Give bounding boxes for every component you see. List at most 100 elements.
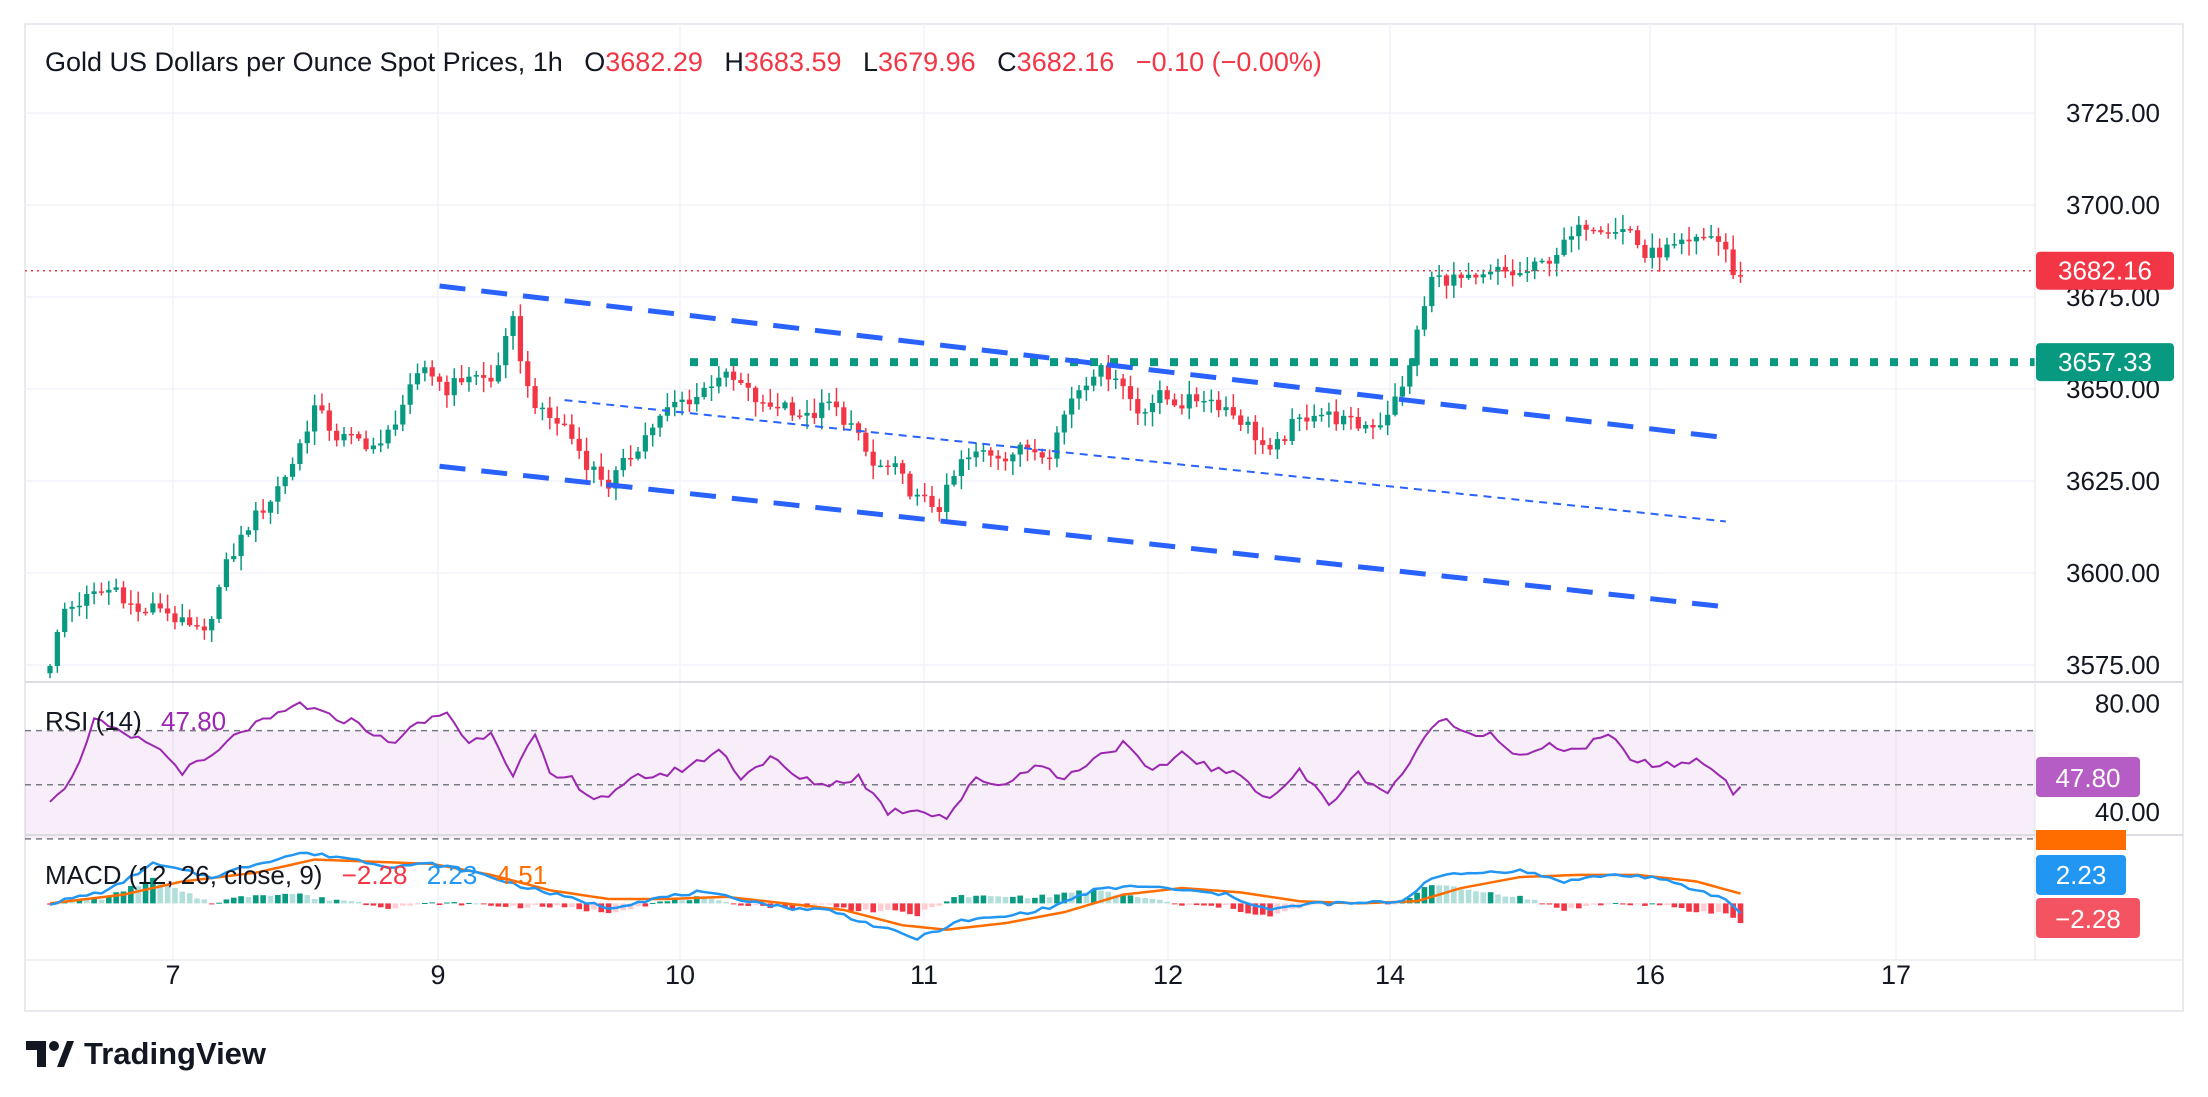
candle-body	[1657, 247, 1663, 258]
macd-histogram-bar	[1723, 903, 1729, 914]
macd-histogram-bar	[341, 900, 347, 904]
candle-body	[929, 495, 935, 507]
candle-body	[892, 463, 898, 467]
macd-histogram-bar	[686, 900, 693, 904]
support-price-tag: 3657.33	[2036, 343, 2174, 382]
rsi-panel	[25, 701, 2035, 840]
macd-histogram-bar	[1046, 897, 1053, 904]
candles	[25, 214, 2035, 679]
candle-body	[47, 665, 53, 674]
candle-body	[319, 405, 325, 411]
macd-histogram-bar	[128, 886, 134, 904]
candle-body	[716, 377, 722, 387]
candle-body	[701, 387, 707, 398]
macd-histogram-bar	[355, 901, 362, 904]
candle-body	[885, 465, 891, 468]
last-price-label: 3682.16	[2058, 256, 2152, 286]
candle-body	[1282, 439, 1288, 441]
candle-body	[1671, 244, 1677, 246]
candle-body	[260, 510, 266, 513]
macd-histogram-bar	[245, 897, 252, 904]
macd-histogram-bar	[1605, 903, 1611, 905]
candle-body	[341, 433, 347, 441]
candle-body	[569, 424, 575, 439]
macd-histogram-bar	[319, 897, 325, 904]
macd-histogram-bar	[1311, 903, 1317, 905]
macd-histogram-bar	[1245, 903, 1251, 914]
candle-body	[620, 458, 626, 471]
candle-body	[819, 402, 825, 419]
macd-histogram-bar	[1237, 903, 1244, 912]
macd-histogram-bar	[1142, 898, 1148, 904]
candle-body	[348, 433, 354, 436]
macd-histogram-bar	[649, 902, 656, 904]
time-tick-label: 7	[165, 960, 180, 990]
candle-body	[1627, 229, 1633, 231]
macd-histogram-bar	[907, 903, 913, 915]
tradingview-logo[interactable]: TradingView	[26, 1036, 266, 1072]
candle-body	[1730, 249, 1736, 276]
candle-body	[1171, 399, 1178, 406]
close-value: 3682.16	[1017, 47, 1115, 77]
candle-body	[1701, 236, 1707, 239]
candle-body	[1436, 275, 1442, 277]
candle-body	[165, 608, 171, 614]
macd-histogram-bar	[1598, 903, 1604, 906]
macd-histogram-bar	[532, 903, 538, 905]
macd-histogram-bar	[363, 903, 369, 906]
macd-histogram-bar	[583, 903, 590, 912]
candle-body	[267, 501, 274, 513]
chart-title: Gold US Dollars per Ounce Spot Prices, 1…	[45, 47, 1322, 77]
candle-body	[304, 431, 310, 444]
macd-histogram-bar	[1002, 896, 1009, 904]
candle-body	[1451, 274, 1457, 286]
macd-histogram-bar	[1186, 903, 1193, 905]
macd-histogram-bar	[1252, 903, 1259, 915]
candle-body	[657, 415, 663, 428]
candle-body	[1186, 394, 1192, 409]
candle-body	[1664, 244, 1670, 258]
candle-body	[914, 494, 920, 497]
macd-histogram-bar	[1458, 889, 1464, 904]
candle-body	[444, 381, 450, 396]
channel-upper-line	[439, 283, 1719, 440]
open-label: O	[584, 47, 605, 77]
rsi-title: RSI (14)	[45, 706, 142, 736]
macd-histogram-bar	[407, 903, 413, 906]
macd-histogram-bar	[385, 903, 391, 909]
macd-histogram-bar	[488, 903, 494, 906]
macd-histogram-bar	[1539, 903, 1545, 905]
candle-body	[980, 450, 987, 452]
macd-histogram-bar	[965, 897, 972, 904]
candle-body	[142, 611, 149, 614]
candle-body	[1296, 417, 1303, 419]
candle-body	[1377, 425, 1383, 428]
macd-histogram-bar	[186, 893, 193, 904]
macd-histogram-bar	[818, 903, 825, 905]
macd-histogram-bar	[1120, 895, 1126, 904]
candle-body	[1054, 432, 1060, 459]
candle-body	[833, 401, 840, 408]
candle-body	[503, 335, 509, 366]
macd-histogram-bar	[1010, 896, 1016, 904]
support-price-box	[2036, 343, 2174, 382]
candle-body	[797, 415, 803, 417]
macd-histogram-bar	[194, 898, 200, 904]
candle-body	[1010, 454, 1016, 462]
candle-body	[238, 534, 244, 557]
rsi-value-box	[2036, 757, 2140, 797]
candle-body	[1488, 271, 1494, 275]
macd-line	[49, 851, 1742, 941]
candle-body	[841, 407, 847, 425]
macd-histogram-bar	[230, 897, 237, 904]
macd-histogram-bar	[238, 896, 244, 904]
candle-body	[223, 559, 229, 588]
candle-body	[187, 617, 193, 626]
candle-body	[69, 606, 75, 609]
macd-histogram-bar	[1259, 903, 1266, 915]
macd-histogram-bar	[1649, 903, 1656, 905]
macd-histogram-bar	[877, 903, 884, 912]
macd-histogram-bar	[1531, 899, 1538, 904]
macd-histogram-bar	[289, 893, 296, 904]
macd-histogram-bar	[1039, 894, 1046, 904]
